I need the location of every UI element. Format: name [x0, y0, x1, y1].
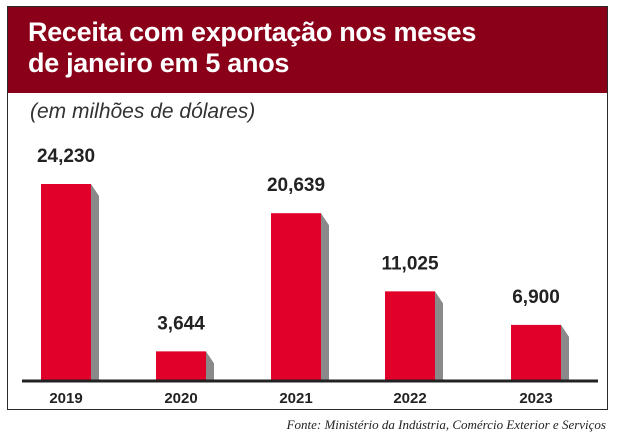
title-line-2: de janeiro em 5 anos — [28, 48, 290, 78]
bar-shadow — [206, 351, 214, 381]
chart-frame: Receita com exportação nos meses de jane… — [7, 6, 608, 410]
data-label: 20,639 — [267, 175, 325, 196]
title-banner: Receita com exportação nos meses de jane… — [8, 7, 607, 93]
source-note: Fonte: Ministério da Indústria, Comércio… — [286, 417, 606, 432]
bar-shadow — [435, 291, 443, 381]
x-tick-label: 2019 — [49, 390, 82, 407]
x-tick-label: 2023 — [519, 390, 552, 407]
unit-note: (em milhões de dólares) — [30, 100, 256, 123]
data-label: 24,230 — [37, 146, 95, 167]
x-tick-label: 2020 — [164, 390, 197, 407]
data-label: 11,025 — [381, 253, 438, 274]
x-tick-label: 2021 — [279, 390, 312, 407]
bar-shadow — [321, 213, 329, 381]
bar — [385, 291, 435, 381]
chart-title: Receita com exportação nos meses de jane… — [28, 17, 476, 79]
bar-shadow — [91, 184, 99, 381]
bar — [271, 213, 321, 381]
x-tick-label: 2022 — [393, 390, 426, 407]
bar-shadow — [561, 324, 569, 381]
title-line-1: Receita com exportação nos meses — [28, 17, 477, 47]
bar — [511, 324, 561, 381]
data-label: 6,900 — [512, 287, 560, 308]
bar — [156, 351, 206, 381]
bar — [41, 184, 91, 381]
data-label: 3,644 — [157, 313, 205, 334]
